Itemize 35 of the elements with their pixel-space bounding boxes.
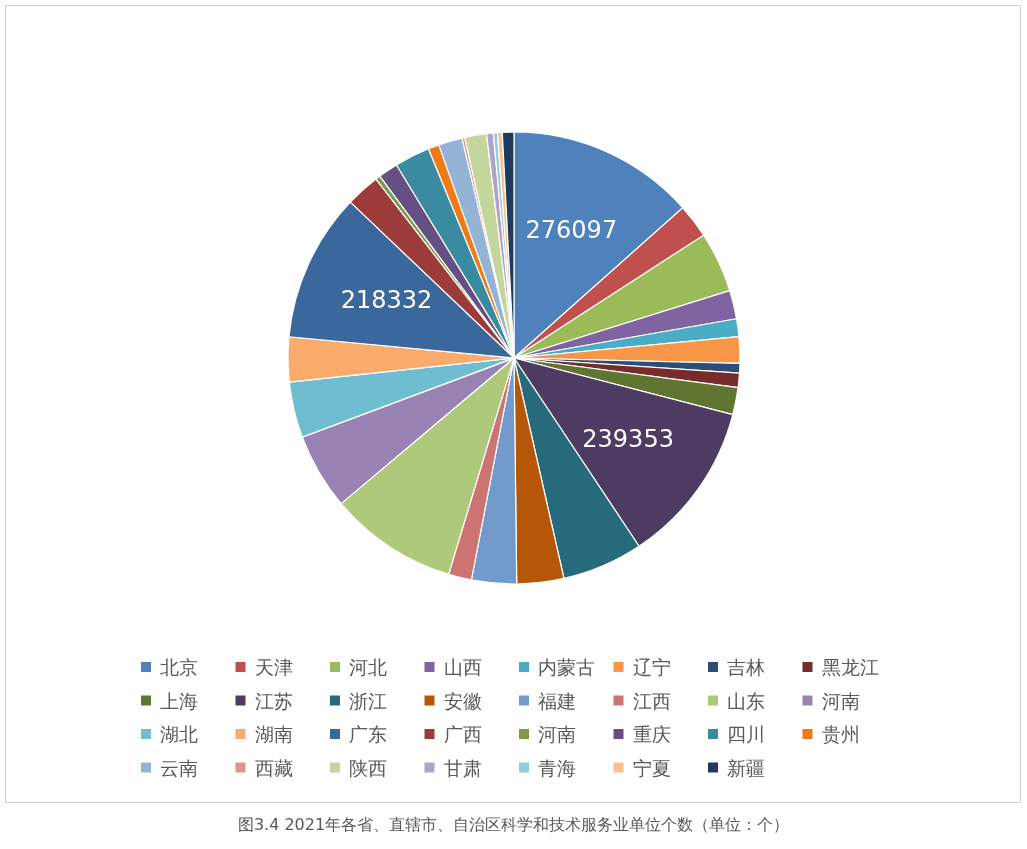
legend-label: 北京 (160, 656, 198, 678)
data-label: 276097 (525, 216, 618, 245)
legend-label: 青海 (538, 756, 576, 779)
legend-label: 内蒙古 (538, 656, 595, 678)
legend-label: 西藏 (254, 756, 293, 779)
legend-label: 浙江 (349, 689, 387, 712)
legend-label: 河北 (349, 656, 387, 678)
legend-label: 湖南 (254, 723, 293, 745)
data-label: 239353 (582, 425, 674, 454)
legend-label: 山西 (443, 656, 482, 678)
legend-label: 江西 (632, 689, 671, 712)
legend-label: 贵州 (821, 723, 860, 745)
legend-label: 黑龙江 (821, 656, 879, 678)
legend-label: 安徽 (443, 689, 482, 712)
text: 图3.4 2021年各省、直辖市、自治区科学和技术服务业单位个数（单位：个） (237, 815, 790, 834)
legend-label: 重庆 (632, 723, 671, 745)
legend-label: 甘肃 (443, 756, 482, 779)
legend-label: 新疆 (727, 756, 765, 779)
legend-label: 广东 (349, 723, 387, 745)
legend-label: 福建 (538, 689, 576, 712)
legend-label: 河南 (538, 723, 576, 745)
legend-label: 湖北 (160, 723, 198, 745)
legend-label: 广西 (443, 723, 482, 745)
legend-label: 四川 (727, 723, 765, 745)
legend-label: 辽宁 (632, 656, 671, 678)
data-label: 218332 (340, 285, 433, 314)
legend-label: 天津 (254, 656, 293, 678)
legend-label: 山东 (727, 689, 765, 712)
legend-label: 陕西 (349, 756, 387, 779)
legend-label: 云南 (160, 756, 198, 779)
legend-label: 吉林 (727, 656, 765, 678)
legend-label: 河南 (821, 689, 860, 712)
legend-label: 宁夏 (632, 756, 671, 779)
legend-label: 上海 (160, 689, 198, 712)
legend-label: 江苏 (254, 689, 293, 712)
